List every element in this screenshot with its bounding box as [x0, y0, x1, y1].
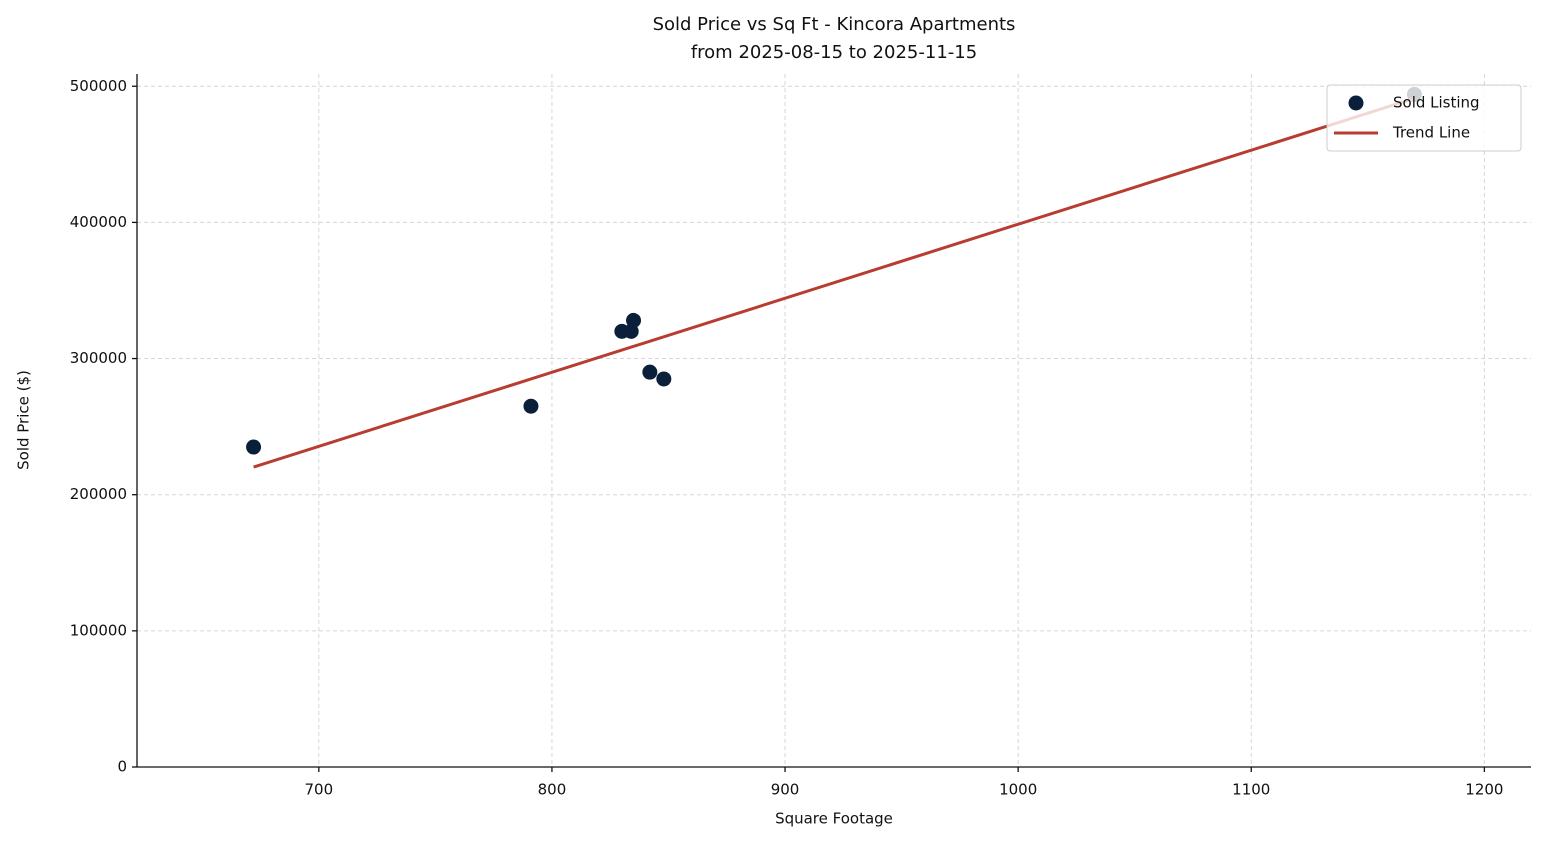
x-tick-label: 1100	[1232, 781, 1270, 799]
x-tick-label: 1200	[1465, 781, 1503, 799]
legend-label: Trend Line	[1392, 124, 1470, 142]
chart-subtitle: from 2025-08-15 to 2025-11-15	[691, 42, 977, 63]
chart-title: Sold Price vs Sq Ft - Kincora Apartments	[653, 14, 1016, 35]
y-tick-label: 100000	[70, 621, 127, 639]
data-point	[656, 371, 672, 387]
data-point	[246, 439, 262, 455]
x-tick-label: 700	[305, 781, 334, 799]
y-tick-label: 200000	[70, 485, 127, 503]
trend-line	[253, 96, 1415, 469]
y-tick-label: 400000	[70, 213, 127, 231]
y-tick-label: 300000	[70, 349, 127, 367]
y-tick-label: 500000	[70, 77, 127, 95]
y-axis-label: Sold Price ($)	[15, 370, 33, 470]
x-tick-label: 800	[538, 781, 567, 799]
legend-swatch	[1348, 95, 1364, 111]
data-point	[626, 312, 642, 328]
legend: Sold Listing Trend Line	[1326, 84, 1522, 152]
data-point	[642, 364, 658, 380]
y-tick-label: 0	[117, 758, 127, 776]
legend-label: Sold Listing	[1393, 94, 1480, 112]
x-tick-label: 1000	[999, 781, 1037, 799]
data-point	[523, 398, 539, 414]
x-axis-label: Square Footage	[775, 810, 893, 828]
x-tick-label: 900	[771, 781, 800, 799]
